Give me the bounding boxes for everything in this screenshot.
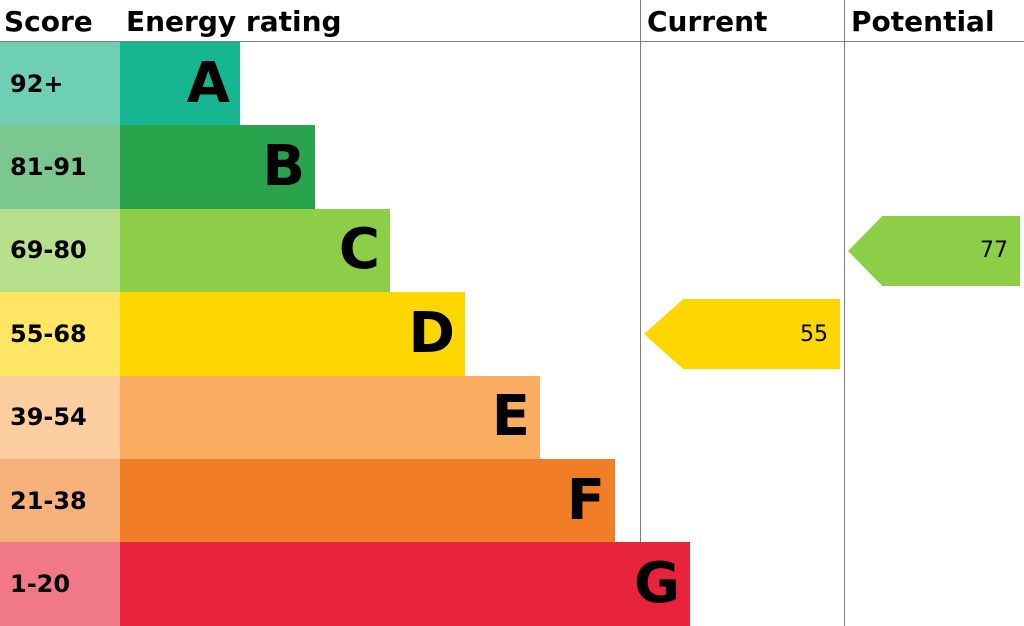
rating-row-d: 55-68 D 55 <box>0 292 1024 375</box>
score-range: 21-38 <box>0 459 120 542</box>
rating-letter: A <box>187 56 230 112</box>
rating-bar: E <box>120 376 540 459</box>
current-value: 55 <box>800 299 828 369</box>
header-score: Score <box>0 0 120 42</box>
header-row: Score Energy rating Current Potential <box>0 0 1024 42</box>
header-current: Current <box>640 0 840 42</box>
current-arrow: 55 <box>644 299 840 369</box>
rating-row-b: 81-91 B <box>0 125 1024 208</box>
rating-row-f: 21-38 F <box>0 459 1024 542</box>
rating-bar: F <box>120 459 615 542</box>
rating-letter: D <box>409 306 455 362</box>
rating-row-e: 39-54 E <box>0 376 1024 459</box>
rating-bar: G <box>120 542 690 625</box>
rating-bar: C <box>120 209 390 292</box>
rating-row-g: 1-20 G <box>0 542 1024 625</box>
score-range: 92+ <box>0 42 120 125</box>
rating-letter: B <box>262 139 305 195</box>
rating-row-a: 92+ A <box>0 42 1024 125</box>
rating-letter: C <box>339 222 380 278</box>
header-potential: Potential <box>844 0 1024 42</box>
rating-letter: E <box>492 389 530 445</box>
score-range: 1-20 <box>0 542 120 625</box>
rating-bar: B <box>120 125 315 208</box>
score-range: 39-54 <box>0 376 120 459</box>
score-range: 69-80 <box>0 209 120 292</box>
score-range: 81-91 <box>0 125 120 208</box>
rating-bar: A <box>120 42 240 125</box>
rating-letter: G <box>634 556 680 612</box>
rating-rows: 92+ A 81-91 B 69-80 C 77 55-68 D 55 39-54 E 21-38 F 1-… <box>0 42 1024 626</box>
potential-arrow: 77 <box>848 216 1020 286</box>
rating-row-c: 69-80 C 77 <box>0 209 1024 292</box>
rating-bar: D <box>120 292 465 375</box>
rating-letter: F <box>567 473 605 529</box>
potential-value: 77 <box>980 216 1008 286</box>
energy-rating-chart: Score Energy rating Current Potential 92… <box>0 0 1024 626</box>
score-range: 55-68 <box>0 292 120 375</box>
header-rating: Energy rating <box>120 0 620 42</box>
